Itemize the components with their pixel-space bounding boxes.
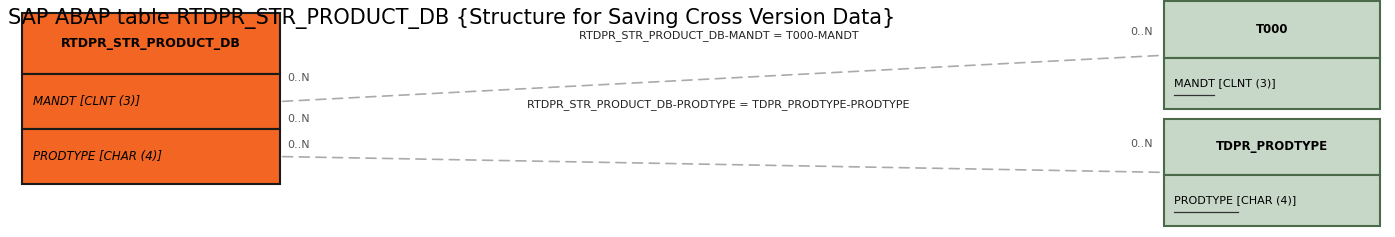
Text: RTDPR_STR_PRODUCT_DB-MANDT = T000-MANDT: RTDPR_STR_PRODUCT_DB-MANDT = T000-MANDT <box>579 30 858 41</box>
FancyBboxPatch shape <box>22 13 280 74</box>
Text: RTDPR_STR_PRODUCT_DB-PRODTYPE = TDPR_PRODTYPE-PRODTYPE: RTDPR_STR_PRODUCT_DB-PRODTYPE = TDPR_PRO… <box>527 99 910 110</box>
FancyBboxPatch shape <box>1163 58 1380 109</box>
Text: PRODTYPE [CHAR (4)]: PRODTYPE [CHAR (4)] <box>1173 196 1296 205</box>
Text: 0..N: 0..N <box>1130 139 1152 149</box>
Text: MANDT [CLNT (3)]: MANDT [CLNT (3)] <box>1173 78 1275 88</box>
Text: T000: T000 <box>1256 23 1288 36</box>
Text: MANDT [CLNT (3)]: MANDT [CLNT (3)] <box>33 95 141 108</box>
FancyBboxPatch shape <box>22 129 280 184</box>
FancyBboxPatch shape <box>22 74 280 129</box>
Text: TDPR_PRODTYPE: TDPR_PRODTYPE <box>1215 140 1328 153</box>
Text: 0..N: 0..N <box>287 114 310 124</box>
Text: 0..N: 0..N <box>287 73 310 83</box>
Text: 0..N: 0..N <box>1130 27 1152 37</box>
Text: PRODTYPE [CHAR (4)]: PRODTYPE [CHAR (4)] <box>33 150 162 163</box>
FancyBboxPatch shape <box>1163 175 1380 226</box>
Text: 0..N: 0..N <box>287 140 310 150</box>
FancyBboxPatch shape <box>1163 1 1380 58</box>
FancyBboxPatch shape <box>1163 118 1380 175</box>
Text: SAP ABAP table RTDPR_STR_PRODUCT_DB {Structure for Saving Cross Version Data}: SAP ABAP table RTDPR_STR_PRODUCT_DB {Str… <box>8 9 896 29</box>
Text: RTDPR_STR_PRODUCT_DB: RTDPR_STR_PRODUCT_DB <box>61 37 241 50</box>
